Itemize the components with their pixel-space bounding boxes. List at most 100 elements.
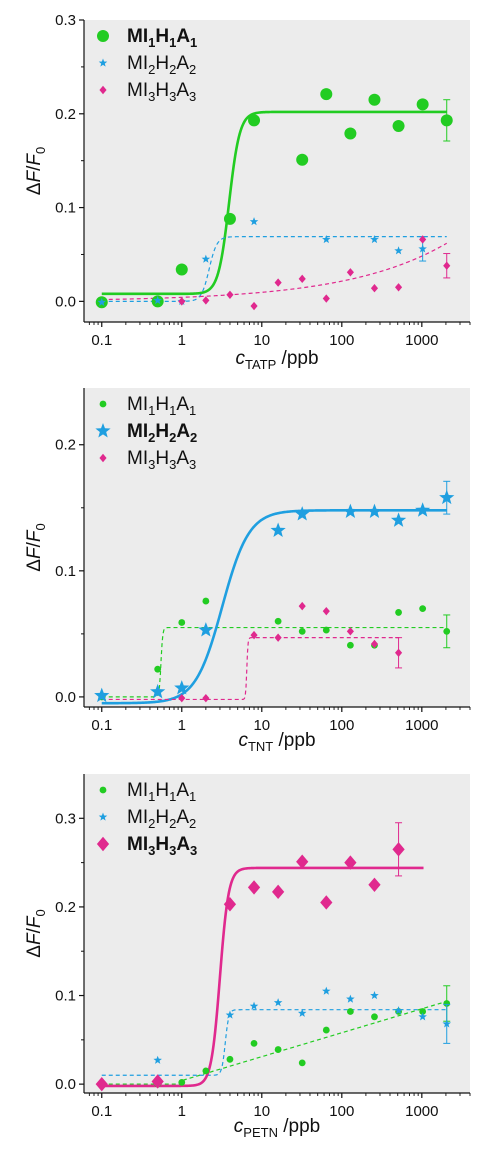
legend-label-series-3: MI3H3A3 bbox=[127, 80, 196, 104]
data-point-series-1 bbox=[346, 641, 354, 649]
data-point-series-3 bbox=[178, 693, 186, 703]
legend-label-series-3: MI3H3A3 bbox=[127, 448, 196, 472]
data-point-series-1 bbox=[274, 617, 282, 625]
x-tick-label: 1000 bbox=[405, 717, 438, 734]
data-point-series-1 bbox=[298, 1059, 306, 1067]
data-point-series-2 bbox=[394, 246, 403, 255]
data-point-series-1 bbox=[226, 1055, 234, 1063]
data-point-series-3 bbox=[95, 1076, 108, 1092]
legend-label-series-1: MI1H1A1 bbox=[127, 780, 196, 804]
data-point-series-3 bbox=[223, 897, 237, 912]
y-tick-label: 0.3 bbox=[55, 810, 76, 827]
data-point-series-3 bbox=[296, 854, 309, 869]
data-point-series-3 bbox=[322, 606, 330, 616]
data-point-series-2 bbox=[249, 1001, 259, 1010]
legend-marker-series-3 bbox=[99, 85, 107, 95]
data-point-series-1 bbox=[178, 1078, 186, 1086]
x-tick-label: 0.1 bbox=[91, 717, 112, 734]
data-point-series-1 bbox=[440, 114, 453, 127]
fit-line-series-1 bbox=[101, 110, 447, 296]
y-tick-label: 0.2 bbox=[55, 106, 76, 123]
legend-marker-series-1 bbox=[99, 786, 107, 794]
data-point-series-1 bbox=[320, 88, 333, 101]
data-point-series-2 bbox=[415, 502, 431, 517]
data-point-series-3 bbox=[202, 296, 210, 305]
data-point-series-1 bbox=[443, 1000, 451, 1007]
data-point-series-3 bbox=[247, 880, 261, 895]
data-point-series-1 bbox=[419, 605, 427, 613]
x-axis-label: cTNT /ppb bbox=[238, 730, 315, 754]
data-point-series-2 bbox=[346, 994, 355, 1003]
data-point-series-3 bbox=[346, 268, 354, 277]
plot-area bbox=[84, 20, 470, 322]
data-point-series-3 bbox=[394, 648, 403, 657]
y-tick-label: 0.1 bbox=[55, 563, 76, 580]
data-point-series-2 bbox=[225, 1010, 235, 1019]
data-point-series-3 bbox=[226, 290, 234, 300]
data-point-series-1 bbox=[346, 1008, 354, 1015]
data-point-series-3 bbox=[344, 855, 357, 870]
legend-marker-series-3 bbox=[96, 836, 110, 852]
data-point-series-3 bbox=[392, 842, 405, 857]
data-point-series-1 bbox=[322, 626, 330, 634]
data-point-series-2 bbox=[418, 1012, 427, 1021]
data-point-series-2 bbox=[198, 622, 214, 637]
x-tick-label: 10 bbox=[253, 717, 270, 734]
data-point-series-1 bbox=[392, 119, 405, 132]
data-point-series-1 bbox=[250, 1039, 258, 1047]
legend-marker-series-2 bbox=[98, 58, 108, 67]
y-tick-label: 0.1 bbox=[55, 988, 76, 1005]
data-point-series-1 bbox=[368, 93, 381, 106]
data-point-series-1 bbox=[202, 1067, 210, 1075]
data-point-series-2 bbox=[342, 503, 358, 519]
data-point-series-3 bbox=[298, 274, 306, 284]
data-point-series-3 bbox=[274, 278, 282, 287]
data-point-series-3 bbox=[443, 261, 451, 270]
plot-area bbox=[84, 774, 470, 1093]
x-tick-label: 100 bbox=[329, 1103, 354, 1120]
data-point-series-2 bbox=[297, 1008, 307, 1017]
data-point-series-3 bbox=[322, 294, 330, 303]
data-point-series-3 bbox=[370, 284, 379, 293]
x-tick-label: 0.1 bbox=[91, 1103, 112, 1120]
x-tick-label: 10 bbox=[253, 1103, 270, 1120]
data-point-series-2 bbox=[94, 687, 110, 703]
data-point-series-2 bbox=[439, 489, 455, 505]
legend-label-series-1: MI1H1A1 bbox=[127, 26, 197, 50]
x-tick-label: 1000 bbox=[405, 332, 438, 349]
data-point-series-2 bbox=[294, 506, 310, 521]
data-point-series-2 bbox=[390, 512, 407, 527]
x-tick-label: 1 bbox=[178, 332, 186, 349]
data-point-series-2 bbox=[370, 991, 379, 1000]
data-point-series-1 bbox=[322, 1026, 330, 1034]
data-point-series-2 bbox=[394, 1006, 403, 1015]
data-point-series-1 bbox=[154, 665, 162, 673]
fit-line-series-2 bbox=[101, 508, 447, 705]
data-point-series-1 bbox=[175, 263, 188, 276]
y-axis-label: ΔF/F0 bbox=[24, 147, 48, 195]
y-axis-label: ΔF/F0 bbox=[24, 523, 48, 571]
data-point-series-2 bbox=[442, 1019, 452, 1028]
y-tick-label: 0.1 bbox=[55, 200, 76, 217]
data-point-series-1 bbox=[223, 212, 236, 225]
data-point-series-3 bbox=[178, 297, 186, 306]
legend: MI1H1A1 MI2H2A2 MI3H3A3 bbox=[95, 394, 197, 472]
data-point-series-3 bbox=[151, 1074, 164, 1089]
x-tick-label: 100 bbox=[329, 717, 354, 734]
data-point-series-3 bbox=[419, 235, 427, 244]
y-axis-label: ΔF/F0 bbox=[24, 909, 48, 957]
y-tick-label: 0.0 bbox=[55, 293, 76, 310]
data-point-series-3 bbox=[250, 301, 258, 311]
y-tick-label: 0.0 bbox=[55, 1076, 76, 1093]
data-point-series-3 bbox=[298, 601, 306, 611]
data-point-series-2 bbox=[153, 1055, 162, 1064]
legend-label-series-1: MI1H1A1 bbox=[127, 394, 196, 418]
data-point-series-2 bbox=[153, 295, 162, 305]
data-point-series-3 bbox=[250, 630, 258, 640]
data-point-series-1 bbox=[274, 1046, 282, 1053]
x-tick-label: 10 bbox=[253, 332, 270, 349]
y-tick-label: 0.3 bbox=[55, 12, 76, 29]
fit-line-series-3 bbox=[101, 637, 400, 701]
legend-marker-series-2 bbox=[95, 423, 111, 438]
